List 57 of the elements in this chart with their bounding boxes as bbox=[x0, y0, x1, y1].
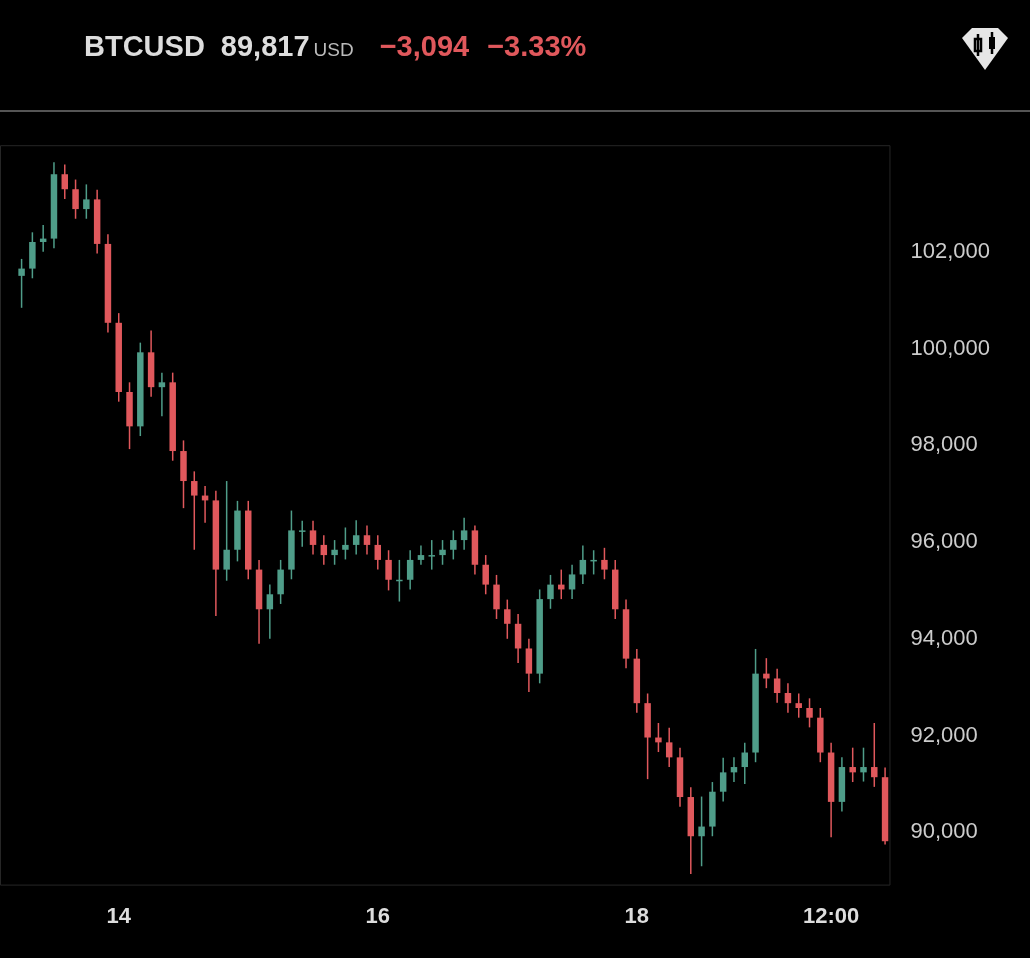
y-tick-label: 98,000 bbox=[910, 431, 978, 457]
candlestick bbox=[18, 258, 25, 309]
x-tick-label: 14 bbox=[106, 902, 132, 928]
candlestick bbox=[547, 574, 554, 610]
candlestick bbox=[773, 668, 781, 704]
candlestick bbox=[439, 539, 446, 566]
candlestick bbox=[61, 163, 68, 200]
candlestick bbox=[568, 564, 576, 600]
candlestick bbox=[320, 534, 328, 566]
candlestick bbox=[309, 519, 317, 556]
y-tick-label: 102,000 bbox=[910, 237, 991, 263]
candlestick bbox=[871, 722, 878, 788]
candlestick bbox=[417, 544, 425, 566]
candlestick bbox=[460, 517, 468, 551]
candlestick bbox=[719, 757, 727, 803]
candlestick bbox=[385, 549, 392, 592]
candlestick bbox=[83, 183, 90, 220]
candlestick bbox=[784, 682, 792, 714]
candlestick bbox=[72, 178, 79, 220]
candlestick bbox=[342, 526, 349, 561]
y-tick-label: 94,000 bbox=[910, 624, 978, 650]
x-tick-label: 16 bbox=[365, 902, 391, 928]
y-tick-label: 100,000 bbox=[910, 334, 991, 360]
text: USD bbox=[313, 39, 354, 61]
candlestick bbox=[298, 519, 306, 548]
candlestick bbox=[558, 568, 565, 600]
candlestick bbox=[158, 371, 166, 417]
y-tick-label: 90,000 bbox=[910, 818, 978, 844]
text: 89,817 bbox=[220, 30, 310, 63]
candlestick bbox=[655, 722, 662, 753]
candlestick bbox=[331, 539, 338, 566]
candlestick bbox=[795, 692, 802, 719]
candlestick bbox=[450, 529, 457, 561]
candlestick bbox=[352, 519, 360, 556]
candlestick bbox=[223, 480, 230, 582]
candlestick bbox=[806, 697, 813, 729]
candlestick bbox=[665, 727, 673, 768]
candlestick bbox=[698, 795, 705, 867]
candlestick bbox=[763, 657, 770, 689]
candlestick bbox=[601, 547, 608, 581]
y-tick-label: 92,000 bbox=[910, 721, 978, 747]
candlestick bbox=[374, 534, 382, 571]
y-tick-label: 96,000 bbox=[910, 528, 978, 554]
text: −3.33% bbox=[487, 30, 587, 63]
candlestick bbox=[428, 539, 435, 571]
candlestick bbox=[191, 470, 198, 551]
candlestick bbox=[482, 554, 489, 596]
x-tick-label: 12:00 bbox=[802, 902, 860, 928]
candlestick bbox=[504, 598, 511, 640]
chart-title: BTCUSD bbox=[84, 30, 205, 63]
candlestick bbox=[363, 524, 371, 556]
candlestick bbox=[266, 583, 274, 640]
candlestick bbox=[406, 549, 414, 591]
text: −3,094 bbox=[379, 30, 470, 63]
candlestick bbox=[849, 746, 856, 783]
x-tick-label: 18 bbox=[624, 902, 650, 928]
candlestick bbox=[860, 746, 867, 783]
